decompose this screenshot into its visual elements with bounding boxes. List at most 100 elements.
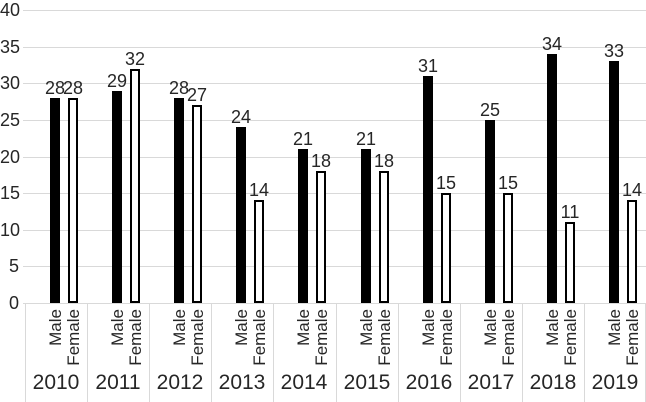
series-axis-label-female-2013: Female [248, 309, 270, 366]
series-axis-label-female-2016: Female [435, 309, 457, 366]
gridline [23, 83, 646, 84]
year-label: 2018 [529, 371, 577, 394]
data-label-male-2010: 28 [44, 78, 66, 98]
series-axis-label-female-2014: Female [310, 309, 332, 366]
data-label-male-2013: 24 [230, 107, 252, 127]
series-axis-label-text: Female [249, 309, 269, 366]
y-axis-tick-label: 20 [0, 147, 21, 167]
series-axis-label-text: Female [311, 309, 331, 366]
series-axis-label-text: Male [293, 309, 313, 346]
bar-male-2013 [236, 127, 246, 303]
data-label-male-2016: 31 [417, 56, 439, 76]
year-label: 2016 [405, 371, 453, 394]
year-label: 2011 [95, 371, 141, 394]
y-axis-tick-label: 30 [0, 73, 21, 93]
bar-female-2012 [192, 105, 202, 303]
series-axis-label-female-2010: Female [62, 309, 84, 366]
category-cell [460, 303, 522, 402]
series-axis-label-text: Female [560, 309, 580, 366]
series-axis-label-text: Male [107, 309, 127, 346]
y-axis-tick-label: 15 [0, 183, 21, 203]
series-axis-label-text: Female [498, 309, 518, 366]
data-label-female-2012: 27 [186, 85, 208, 105]
year-label: 2013 [218, 371, 266, 394]
year-label: 2015 [343, 371, 391, 394]
bar-female-2017 [503, 193, 513, 303]
category-cell [149, 303, 211, 402]
series-axis-label-female-2018: Female [559, 309, 581, 366]
data-label-male-2015: 21 [355, 129, 377, 149]
bar-male-2019 [609, 61, 619, 303]
data-label-male-2018: 34 [541, 34, 563, 54]
data-label-female-2010: 28 [62, 78, 84, 98]
category-cell [522, 303, 584, 402]
series-axis-label-female-2017: Female [497, 309, 519, 366]
year-label: 2012 [156, 371, 204, 394]
y-axis-tick-label: 10 [0, 220, 21, 240]
gridline [23, 230, 646, 231]
series-axis-label-text: Male [542, 309, 562, 346]
data-label-male-2019: 33 [603, 41, 625, 61]
year-label: 2014 [280, 371, 328, 394]
series-axis-label-text: Male [169, 309, 189, 346]
category-cell [398, 303, 460, 402]
y-axis-tick-label: 35 [0, 37, 21, 57]
y-axis-tick-label: 5 [8, 256, 19, 276]
series-axis-label-text: Female [187, 309, 207, 366]
bar-male-2015 [361, 149, 371, 303]
bar-female-2018 [565, 222, 575, 303]
series-axis-label-text: Female [436, 309, 456, 366]
data-label-male-2011: 29 [106, 71, 128, 91]
data-label-female-2018: 11 [560, 202, 580, 222]
series-axis-label-text: Female [622, 309, 642, 366]
gridline [23, 193, 646, 194]
gridline [23, 120, 646, 121]
bar-female-2011 [130, 69, 140, 303]
gridline [23, 266, 646, 267]
bar-male-2017 [485, 120, 495, 303]
series-axis-label-text: Male [45, 309, 65, 346]
category-cell [584, 303, 646, 402]
series-axis-label-female-2019: Female [621, 309, 643, 366]
category-cell [87, 303, 149, 402]
series-axis-label-text: Male [480, 309, 500, 346]
data-label-female-2017: 15 [497, 173, 519, 193]
bar-male-2011 [112, 91, 122, 303]
category-cell [273, 303, 335, 402]
bar-male-2016 [423, 76, 433, 303]
data-label-female-2011: 32 [124, 49, 146, 69]
gridline [23, 47, 646, 48]
gridline [23, 157, 646, 158]
bar-female-2019 [627, 200, 637, 303]
year-label: 2010 [32, 371, 80, 394]
bar-female-2013 [254, 200, 264, 303]
series-axis-label-female-2012: Female [186, 309, 208, 366]
bar-female-2015 [379, 171, 389, 303]
category-cell [211, 303, 273, 402]
bar-female-2010 [68, 98, 78, 303]
series-axis-label-text: Female [125, 309, 145, 366]
series-axis-label-female-2011: Female [124, 309, 146, 366]
category-cell [336, 303, 398, 402]
year-label: 2017 [467, 371, 515, 394]
bar-female-2014 [316, 171, 326, 303]
data-label-female-2016: 15 [435, 173, 457, 193]
series-axis-label-text: Male [418, 309, 438, 346]
data-label-male-2012: 28 [168, 78, 190, 98]
gridline [23, 303, 646, 304]
bar-male-2018 [547, 54, 557, 303]
data-label-female-2019: 14 [621, 180, 643, 200]
series-axis-label-text: Male [356, 309, 376, 346]
series-axis-label-text: Female [374, 309, 394, 366]
category-cell [25, 303, 87, 402]
series-axis-label-female-2015: Female [373, 309, 395, 366]
data-label-female-2013: 14 [248, 180, 270, 200]
y-axis-tick-label: 25 [0, 110, 21, 130]
data-label-female-2014: 18 [310, 151, 332, 171]
series-axis-label-text: Female [63, 309, 83, 366]
bar-male-2014 [298, 149, 308, 303]
year-label: 2019 [591, 371, 639, 394]
series-axis-label-text: Male [604, 309, 624, 346]
bar-male-2012 [174, 98, 184, 303]
